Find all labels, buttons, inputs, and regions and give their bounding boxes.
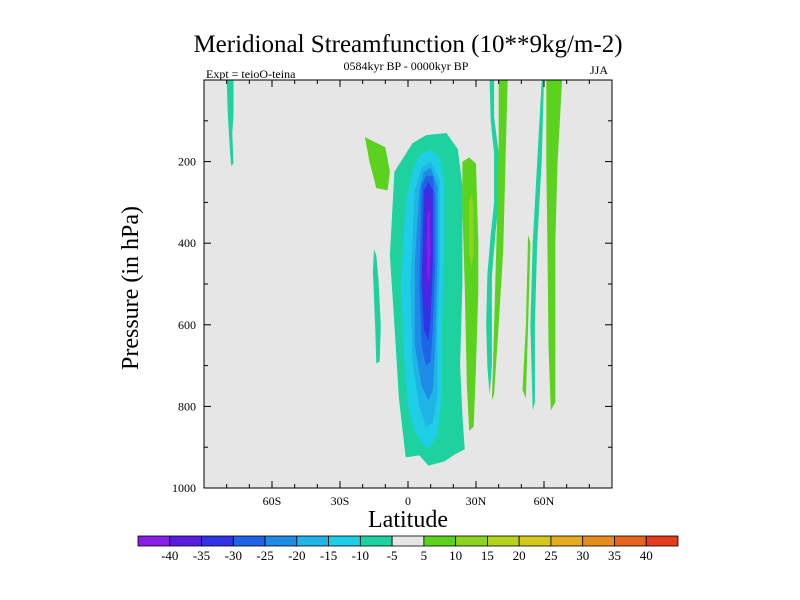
- colorbar-label: 25: [544, 548, 557, 563]
- x-tick-label: 30S: [331, 494, 350, 508]
- colorbar-swatch: [645, 535, 679, 547]
- colorbar-label: 5: [421, 548, 428, 563]
- subtitle-right: JJA: [590, 63, 608, 77]
- colorbar-label: 30: [576, 548, 589, 563]
- contour-region-nh-green-thin: [522, 235, 531, 399]
- colorbar-label: -20: [288, 548, 305, 563]
- colorbar: -40 -35 -30 -25 -20 -15 -10 -5 5 10 15 20 25 30 35 40: [137, 535, 679, 563]
- plot-area: [203, 79, 613, 489]
- x-tick-label: 0: [405, 494, 411, 508]
- colorbar-swatch: [328, 535, 361, 547]
- colorbar-label: 20: [513, 548, 526, 563]
- colorbar-label: -5: [387, 548, 398, 563]
- colorbar-swatch: [455, 535, 488, 547]
- contour-region-sh-polar-band: [226, 80, 234, 166]
- y-tick-label: 400: [178, 236, 196, 250]
- colorbar-swatch: [232, 535, 266, 547]
- colorbar-swatch: [487, 535, 520, 547]
- x-tick-label: 60S: [263, 494, 282, 508]
- contour-region-nh-cyan-band: [486, 80, 499, 395]
- colorbar-swatch: [614, 535, 647, 547]
- colorbar-label: -15: [320, 548, 337, 563]
- colorbar-swatch: [391, 535, 425, 547]
- contour-region-nh-cyan-polar: [530, 80, 544, 411]
- colorbar-swatch: [518, 535, 552, 547]
- y-tick-label: 800: [178, 399, 196, 413]
- contour-region-nh-green-polar: [546, 80, 563, 411]
- colorbar-swatch: [169, 535, 202, 547]
- colorbar-swatch: [423, 535, 457, 547]
- colorbar-swatch: [582, 535, 615, 547]
- colorbar-label: -30: [225, 548, 242, 563]
- contour-region-nh-green-inner: [469, 194, 474, 268]
- colorbar-swatch: [201, 535, 234, 547]
- x-axis-label: Latitude: [368, 507, 448, 533]
- contour-region-sh-subtropic-green: [364, 137, 390, 191]
- contour-region-nh-green-band: [462, 157, 479, 431]
- contour-region-sh-subtropic-band: [372, 249, 381, 364]
- colorbar-label: 35: [608, 548, 621, 563]
- colorbar-label: 15: [481, 548, 494, 563]
- x-tick-label: 60N: [534, 494, 555, 508]
- colorbar-label: 40: [640, 548, 653, 563]
- colorbar-swatch: [359, 535, 393, 547]
- colorbar-label: -10: [352, 548, 369, 563]
- y-tick-label: 1000: [172, 481, 196, 495]
- y-tick-label: 600: [178, 318, 196, 332]
- colorbar-swatch: [296, 535, 329, 547]
- colorbar-swatch: [137, 535, 171, 547]
- colorbar-label: -40: [161, 548, 178, 563]
- x-tick-label: 30N: [466, 494, 487, 508]
- contour-region-cell-l8: [426, 210, 431, 284]
- colorbar-label: -25: [256, 548, 273, 563]
- chart-title: Meridional Streamfunction (10**9kg/m-2): [193, 31, 622, 58]
- y-tick-label: 200: [178, 155, 196, 169]
- colorbar-label: -35: [193, 548, 210, 563]
- subtitle-center: 0584kyr BP - 0000kyr BP: [344, 59, 469, 73]
- colorbar-swatch: [550, 535, 584, 547]
- colorbar-label: 10: [449, 548, 462, 563]
- y-axis-label: Pressure (in hPa): [118, 206, 144, 370]
- colorbar-swatch: [264, 535, 298, 547]
- contour-region-nh-green-tall: [491, 80, 508, 401]
- subtitle-left: Expt = teioO-teina: [206, 67, 296, 81]
